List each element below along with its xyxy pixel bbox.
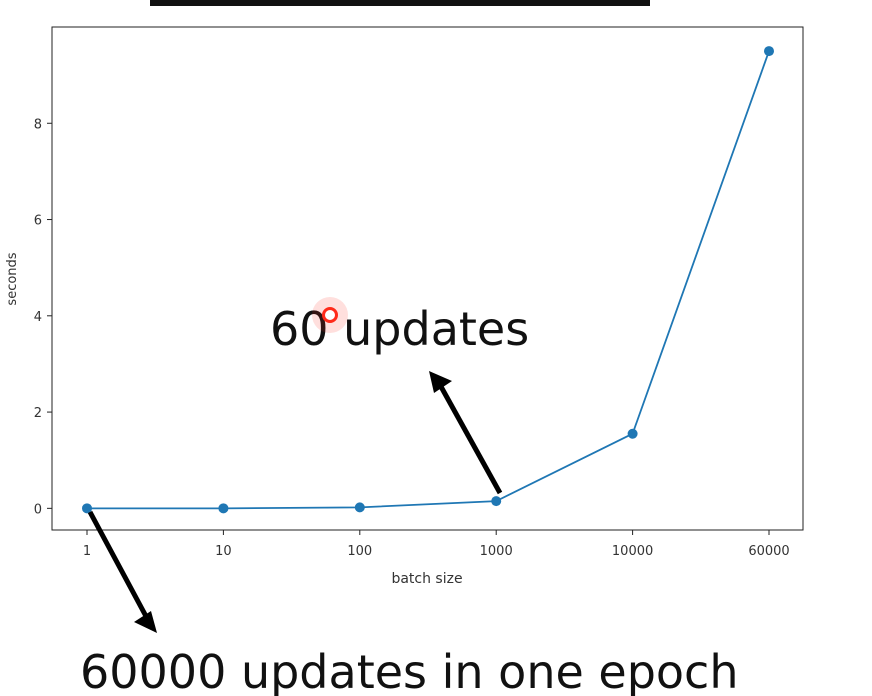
x-tick-label: 10000 — [612, 544, 653, 559]
annotation-arrows — [87, 371, 503, 633]
upper-arrow-shaft — [436, 381, 503, 495]
data-point — [82, 503, 92, 514]
x-tick-label: 1 — [83, 544, 91, 559]
x-tick-label: 60000 — [748, 544, 789, 559]
x-tick-label: 1000 — [480, 544, 513, 559]
series-layer — [82, 46, 774, 514]
series-line — [87, 50, 770, 510]
cursor-ring — [322, 307, 338, 323]
upper-annotation: 60 updates — [270, 302, 529, 356]
x-tick-label: 10 — [215, 544, 232, 559]
plot-frame — [51, 26, 804, 531]
data-point — [354, 502, 365, 513]
y-tick-label: 4 — [34, 310, 42, 325]
cursor-highlight — [312, 297, 348, 333]
y-tick-label: 0 — [34, 502, 42, 517]
data-point — [491, 496, 502, 507]
x-axis: 1 10 100 1000 10000 60000 — [83, 530, 790, 559]
y-axis-label: seconds — [5, 252, 20, 305]
y-tick-label: 8 — [34, 117, 42, 132]
lower-arrow-head — [134, 611, 157, 633]
x-tick-label: 100 — [347, 544, 372, 559]
top-banner-fragment — [150, 0, 650, 6]
data-point — [218, 503, 229, 514]
y-axis: 0 2 4 6 8 — [34, 117, 52, 517]
y-tick-label: 2 — [34, 406, 42, 421]
upper-arrow-head — [429, 371, 452, 393]
y-tick-label: 6 — [34, 214, 42, 229]
lower-annotation: 60000 updates in one epoch — [80, 645, 739, 696]
x-axis-label: batch size — [391, 571, 462, 587]
lower-arrow-shaft — [87, 510, 151, 622]
data-point — [627, 428, 638, 439]
data-point — [764, 46, 774, 57]
